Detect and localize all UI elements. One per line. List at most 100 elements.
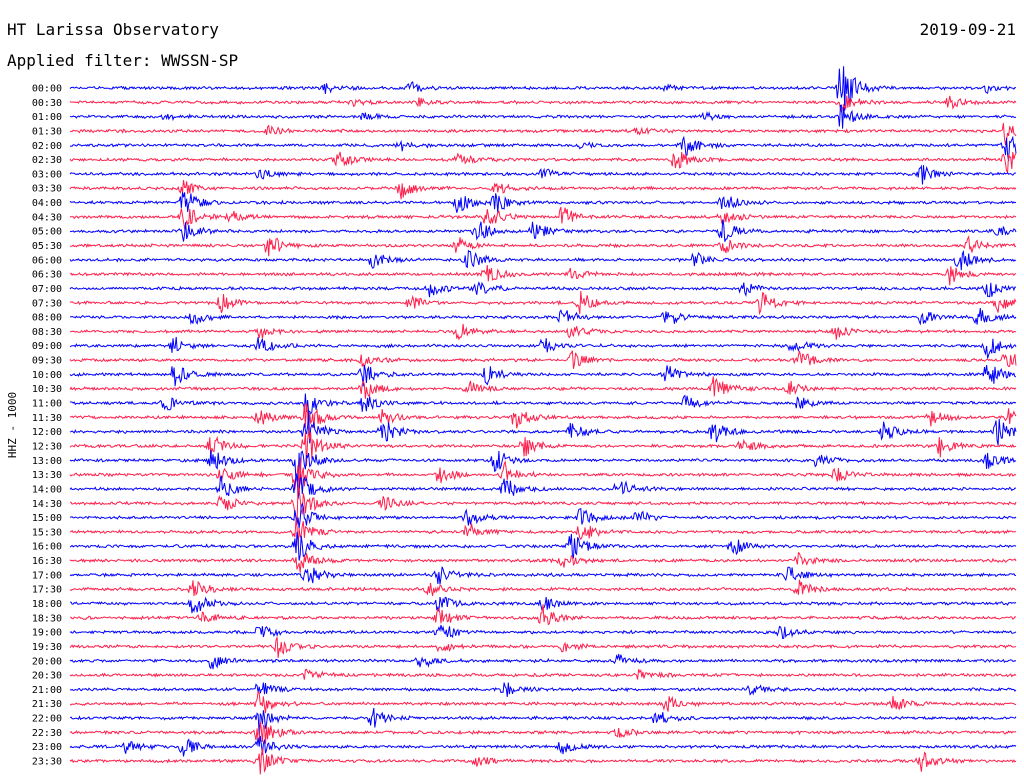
seismic-trace [69, 653, 1017, 670]
seismic-trace [69, 484, 1017, 525]
trace-row: 04:00 [32, 192, 1017, 214]
time-tick-label: 18:30 [32, 613, 62, 624]
time-tick-label: 22:30 [32, 728, 62, 739]
time-tick-label: 12:00 [32, 427, 62, 438]
time-tick-label: 23:00 [32, 742, 62, 753]
seismic-trace [69, 412, 1017, 446]
trace-row: 10:30 [32, 376, 1017, 399]
trace-row: 00:30 [32, 95, 1017, 114]
trace-row: 20:00 [32, 653, 1017, 670]
time-tick-label: 21:00 [32, 685, 62, 696]
trace-row: 07:00 [32, 281, 1016, 298]
time-tick-label: 07:30 [32, 298, 62, 309]
seismic-trace [69, 707, 1017, 736]
trace-row: 16:30 [32, 551, 1017, 573]
time-tick-label: 10:30 [32, 384, 62, 395]
trace-row: 07:30 [32, 290, 1017, 316]
time-tick-label: 11:30 [32, 413, 62, 424]
time-tick-label: 17:00 [32, 570, 62, 581]
time-tick-label: 18:00 [32, 599, 62, 610]
time-tick-label: 19:00 [32, 628, 62, 639]
trace-row: 23:00 [32, 735, 1017, 757]
seismic-trace [70, 234, 1017, 257]
trace-row: 17:30 [32, 579, 1017, 597]
seismic-trace [69, 151, 1017, 175]
seismic-trace [69, 457, 1017, 496]
trace-row: 23:30 [32, 747, 1017, 775]
seismic-trace [69, 164, 1017, 185]
trace-row: 13:30 [32, 457, 1017, 496]
time-tick-label: 05:00 [32, 227, 62, 238]
seismic-trace [69, 690, 1017, 714]
trace-row: 18:00 [32, 596, 1017, 614]
seismic-trace [69, 579, 1017, 597]
time-tick-label: 01:00 [32, 112, 62, 123]
time-tick-label: 13:00 [32, 456, 62, 467]
seismic-trace [69, 66, 1017, 111]
trace-row: 19:00 [32, 624, 1017, 640]
seismic-trace [69, 735, 1017, 757]
time-tick-label: 02:30 [32, 155, 62, 166]
trace-row: 05:30 [32, 234, 1017, 257]
time-tick-label: 16:00 [32, 542, 62, 553]
time-tick-label: 09:00 [32, 341, 62, 352]
seismic-trace [69, 682, 1017, 697]
seismic-trace [69, 402, 1017, 433]
time-tick-label: 03:00 [32, 169, 62, 180]
seismic-trace [69, 551, 1017, 573]
time-tick-label: 08:30 [32, 327, 62, 338]
seismic-trace [69, 376, 1017, 399]
time-tick-label: 08:00 [32, 313, 62, 324]
time-tick-label: 03:30 [32, 184, 62, 195]
trace-row: 12:30 [32, 430, 1017, 467]
trace-row: 22:30 [32, 721, 1017, 744]
time-tick-label: 00:30 [32, 98, 62, 109]
trace-row: 09:00 [32, 336, 1017, 359]
seismic-trace [69, 430, 1017, 467]
seismic-trace [69, 350, 1017, 369]
seismic-trace [69, 519, 1016, 546]
trace-row: 09:30 [32, 350, 1017, 369]
seismic-trace [69, 219, 1017, 242]
time-tick-label: 10:00 [32, 370, 62, 381]
time-tick-label: 12:30 [32, 441, 62, 452]
seismic-trace [69, 135, 1017, 162]
time-tick-label: 07:00 [32, 284, 62, 295]
trace-row: 04:30 [32, 206, 1017, 231]
trace-row: 13:00 [32, 450, 1017, 482]
seismic-trace [69, 290, 1017, 316]
trace-row: 05:00 [32, 219, 1017, 242]
trace-row: 19:30 [32, 636, 1017, 658]
trace-row: 15:00 [32, 502, 1017, 529]
seismic-trace [69, 307, 1017, 326]
trace-row: 00:00 [32, 66, 1017, 111]
time-tick-label: 06:30 [32, 270, 62, 281]
seismic-trace [69, 450, 1017, 482]
time-tick-label: 11:00 [32, 399, 62, 410]
seismic-trace [69, 95, 1017, 114]
seismic-trace [69, 531, 1017, 561]
time-tick-label: 02:00 [32, 141, 62, 152]
record-date: 2019-09-21 [919, 20, 1016, 39]
trace-row: 11:00 [32, 393, 1017, 415]
time-tick-label: 17:30 [32, 585, 62, 596]
trace-row: 03:30 [32, 180, 1017, 200]
time-tick-label: 14:30 [32, 499, 62, 510]
time-tick-label: 01:30 [32, 126, 62, 137]
time-tick-label: 04:30 [32, 212, 62, 223]
time-tick-label: 00:00 [32, 84, 62, 95]
seismic-trace [69, 721, 1017, 744]
seismic-trace [69, 180, 1017, 200]
time-tick-label: 05:30 [32, 241, 62, 252]
seismic-trace [69, 281, 1016, 298]
trace-row: 16:00 [32, 531, 1017, 561]
seismic-trace [69, 393, 1017, 415]
time-tick-label: 15:30 [32, 527, 62, 538]
time-tick-label: 14:00 [32, 484, 62, 495]
seismic-trace [69, 249, 1017, 271]
trace-row: 02:30 [32, 151, 1017, 175]
time-tick-label: 19:30 [32, 642, 62, 653]
seismic-trace [69, 636, 1017, 658]
time-tick-label: 20:00 [32, 656, 62, 667]
